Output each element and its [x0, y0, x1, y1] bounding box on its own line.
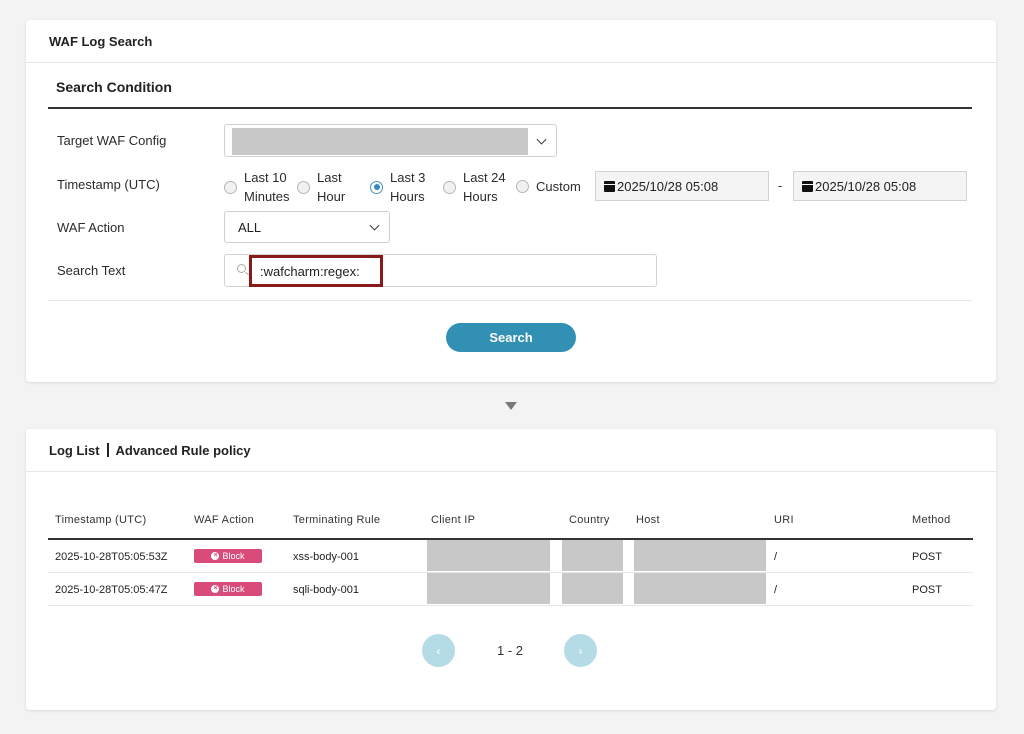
search-icon [237, 264, 246, 273]
title-separator [106, 443, 109, 457]
col-method[interactable]: Method [912, 514, 951, 526]
redacted-config-value [232, 128, 528, 155]
search-condition-title: Search Condition [48, 75, 972, 109]
badge-label: Block [222, 584, 245, 594]
status-badge: × Block [194, 549, 262, 563]
status-badge: × Block [194, 582, 262, 596]
next-page-button[interactable]: › [564, 634, 597, 667]
cell-rule: sqli-body-001 [293, 584, 360, 596]
divider [48, 300, 972, 301]
log-list-title: Log List [49, 442, 100, 458]
cell-rule: xss-body-001 [293, 551, 360, 563]
cell-method: POST [912, 551, 942, 563]
search-text-input[interactable]: :wafcharm:regex: [224, 254, 657, 287]
redacted-country [562, 540, 623, 571]
log-list-header: Log List Advanced Rule policy [26, 429, 996, 472]
radio-label: Last Hour [317, 170, 346, 204]
calendar-icon [802, 180, 813, 192]
radio-custom[interactable]: Custom [516, 177, 581, 196]
page-range: 1 - 2 [497, 643, 524, 658]
radio-dot [516, 180, 529, 193]
radio-label: Last 10 Minutes [244, 170, 290, 204]
close-circle-icon: × [211, 585, 220, 593]
col-timestamp[interactable]: Timestamp (UTC) [55, 514, 147, 526]
date-from-value: 2025/10/28 05:08 [617, 178, 719, 194]
close-circle-icon: × [211, 552, 220, 560]
col-terminating-rule[interactable]: Terminating Rule [293, 514, 381, 526]
chevron-down-icon [536, 134, 547, 145]
table-row[interactable]: 2025-10-28T05:05:47Z × Block sqli-body-00… [48, 573, 973, 606]
redacted-host [634, 540, 766, 571]
cell-method: POST [912, 584, 942, 596]
col-waf-action[interactable]: WAF Action [194, 514, 255, 526]
date-range-separator: - [778, 178, 783, 193]
radio-last-24-hours[interactable]: Last 24 Hours [443, 168, 506, 206]
waf-action-value: ALL [238, 220, 262, 235]
search-text-label: Search Text [57, 263, 126, 278]
timestamp-label: Timestamp (UTC) [57, 177, 160, 192]
radio-label: Custom [536, 179, 581, 194]
waf-log-search-panel: WAF Log Search Search Condition Target W… [26, 20, 996, 382]
waf-action-label: WAF Action [57, 220, 125, 235]
calendar-icon [604, 180, 615, 192]
redacted-client-ip [427, 573, 550, 604]
cell-timestamp: 2025-10-28T05:05:53Z [55, 551, 168, 563]
col-client-ip[interactable]: Client IP [431, 514, 476, 526]
table-row[interactable]: 2025-10-28T05:05:53Z × Block xss-body-001… [48, 540, 973, 573]
prev-page-button[interactable]: ‹ [422, 634, 455, 667]
log-table: Timestamp (UTC) WAF Action Terminating R… [48, 503, 973, 606]
radio-last-10-minutes[interactable]: Last 10 Minutes [224, 168, 290, 206]
date-to-input[interactable]: 2025/10/28 05:08 [793, 171, 967, 201]
redacted-host [634, 573, 766, 604]
radio-dot [443, 180, 456, 194]
log-list-panel: Log List Advanced Rule policy Timestamp … [26, 429, 996, 710]
col-host[interactable]: Host [636, 514, 660, 526]
chevron-down-icon [369, 220, 380, 231]
target-waf-config-select[interactable] [224, 124, 557, 157]
date-from-input[interactable]: 2025/10/28 05:08 [595, 171, 769, 201]
radio-dot [297, 180, 310, 194]
pagination: ‹ 1 - 2 › [26, 634, 996, 668]
panel-title: WAF Log Search [26, 20, 996, 63]
col-country[interactable]: Country [569, 514, 610, 526]
waf-action-select[interactable]: ALL [224, 211, 390, 243]
search-text-highlight: :wafcharm:regex: [249, 255, 383, 287]
rule-policy-title: Advanced Rule policy [115, 442, 251, 458]
search-button[interactable]: Search [446, 323, 576, 352]
table-header: Timestamp (UTC) WAF Action Terminating R… [48, 503, 973, 540]
radio-label: Last 24 Hours [463, 170, 506, 204]
cell-uri: / [774, 551, 778, 563]
radio-dot-selected [370, 180, 383, 194]
search-text-value: :wafcharm:regex: [260, 263, 360, 279]
target-waf-config-label: Target WAF Config [57, 133, 167, 148]
triangle-down-icon [505, 402, 517, 410]
radio-last-3-hours[interactable]: Last 3 Hours [370, 168, 425, 206]
radio-dot [224, 180, 237, 194]
badge-label: Block [222, 551, 245, 561]
redacted-client-ip [427, 540, 550, 571]
radio-last-hour[interactable]: Last Hour [297, 168, 345, 206]
cell-uri: / [774, 584, 778, 596]
col-uri[interactable]: URI [774, 514, 794, 526]
radio-label: Last 3 Hours [390, 170, 426, 204]
redacted-country [562, 573, 623, 604]
date-to-value: 2025/10/28 05:08 [815, 178, 917, 194]
cell-timestamp: 2025-10-28T05:05:47Z [55, 584, 168, 596]
